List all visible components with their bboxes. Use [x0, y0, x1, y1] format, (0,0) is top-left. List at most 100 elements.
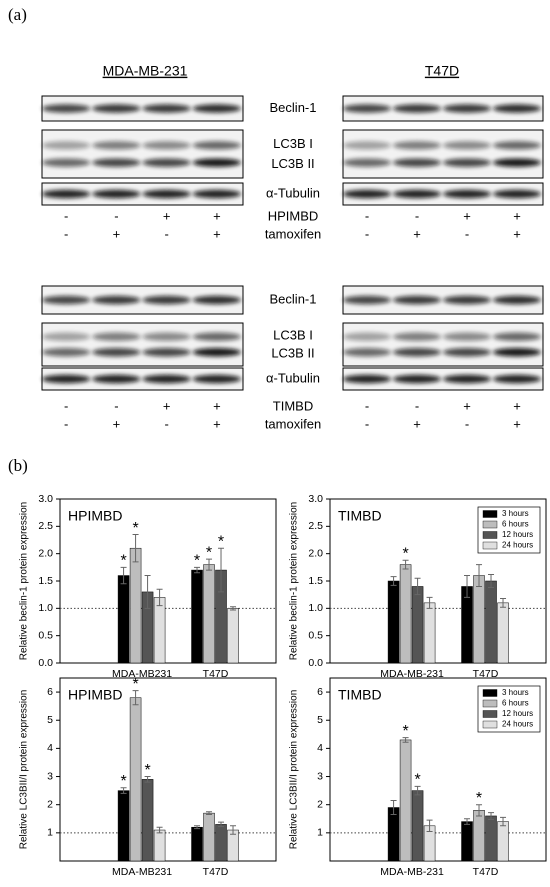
bar: [141, 779, 154, 862]
significance-mark: *: [144, 762, 150, 779]
blot-band: [142, 332, 191, 341]
bar: [227, 608, 239, 664]
legend-swatch: [482, 689, 498, 697]
treatment-sign: +: [213, 226, 221, 241]
bar: [129, 697, 142, 862]
significance-mark: *: [476, 790, 482, 807]
error-bar: [426, 596, 433, 609]
chart-title: HPIMBD: [68, 687, 122, 703]
treatment-sign: +: [213, 398, 221, 413]
chart-title: TIMBD: [338, 687, 382, 703]
error-bar: [156, 588, 163, 607]
y-tick-label: 0.0: [38, 657, 53, 669]
blot-band: [192, 104, 241, 113]
bar: [473, 575, 485, 664]
chart-title: TIMBD: [338, 508, 382, 524]
significance-mark: *: [132, 676, 138, 693]
bar: [191, 569, 203, 664]
blot-band: [142, 295, 191, 305]
y-tick-label: 3: [47, 770, 53, 782]
treatment-sign: -: [365, 208, 369, 223]
blot-band: [393, 374, 441, 384]
y-tick-label: 2: [47, 798, 53, 810]
treatment-sign: +: [413, 226, 421, 241]
bar: [423, 602, 436, 664]
bar: [399, 564, 412, 664]
plot-frame: [329, 677, 547, 862]
error-bar: [414, 785, 421, 796]
blot-band: [493, 158, 541, 167]
blot-band: [92, 332, 141, 341]
y-tick-label: 2.5: [38, 520, 53, 532]
plot-frame: [59, 677, 277, 862]
y-tick-label: 1: [317, 827, 323, 839]
y-axis-label: Relative beclin-1 protein expression: [289, 502, 300, 660]
error-bar: [488, 573, 495, 589]
treatment-sign: -: [164, 226, 168, 241]
treatment-label: TIMBD: [273, 398, 313, 413]
blot-band: [393, 158, 441, 167]
blot-band: [443, 158, 491, 167]
significance-mark: *: [120, 553, 126, 570]
y-tick-label: 0.0: [308, 657, 323, 669]
panel-label: (b): [8, 456, 28, 475]
significance-mark: *: [120, 773, 126, 790]
legend-swatch: [482, 531, 498, 539]
treatment-sign: +: [113, 416, 121, 431]
treatment-sign: -: [64, 208, 68, 223]
blot-band: [393, 104, 441, 113]
blot-band: [343, 104, 391, 113]
legend-label: 12 hours: [502, 709, 533, 718]
error-bar: [132, 690, 139, 706]
protein-label: α-Tubulin: [266, 185, 320, 200]
bar: [497, 602, 509, 664]
blot-band: [493, 141, 541, 150]
bar: [399, 739, 412, 862]
x-tick-label: T47D: [203, 668, 229, 680]
error-bar: [218, 821, 225, 828]
bar: [129, 547, 142, 664]
x-tick-label: T47D: [473, 668, 499, 680]
error-bar: [464, 575, 471, 598]
blot-band: [142, 141, 191, 150]
x-tick-label: MDA-MB-231: [380, 866, 444, 878]
blot-band: [92, 141, 141, 150]
blot-frame: [342, 129, 544, 179]
legend-swatch: [482, 510, 498, 518]
error-bar: [476, 564, 483, 587]
legend-swatch: [482, 710, 498, 718]
y-tick-label: 0.5: [308, 629, 323, 641]
error-bar: [476, 804, 483, 817]
y-tick-label: 3: [317, 770, 323, 782]
legend-swatch: [482, 541, 498, 550]
blot-band: [493, 104, 541, 113]
blot-band: [42, 189, 91, 199]
legend-label: 24 hours: [502, 720, 533, 729]
blot-frame: [41, 322, 244, 367]
y-tick-label: 3.0: [38, 493, 53, 505]
y-tick-label: 4: [317, 742, 323, 754]
y-tick-label: 2.5: [308, 520, 323, 532]
bar: [461, 821, 473, 862]
blot-band: [142, 158, 191, 167]
bar: [191, 826, 203, 862]
x-tick-label: MDA-MB231: [112, 866, 172, 878]
treatment-sign: -: [415, 398, 419, 413]
blot-band: [192, 158, 241, 167]
error-bar: [194, 825, 201, 830]
protein-label: Beclin-1: [270, 100, 317, 115]
blot-band: [192, 332, 241, 341]
treatment-sign: -: [365, 226, 369, 241]
blot-band: [343, 348, 391, 357]
bar: [203, 564, 215, 664]
bar: [461, 586, 473, 664]
error-bar: [402, 559, 409, 570]
y-axis-label: Relative LC3BII/I protein expression: [19, 690, 30, 850]
bar: [411, 790, 424, 862]
blot-band: [393, 189, 441, 199]
error-bar: [132, 534, 139, 563]
significance-mark: *: [206, 544, 212, 561]
blot-band: [192, 189, 241, 199]
blot-band: [42, 348, 91, 357]
